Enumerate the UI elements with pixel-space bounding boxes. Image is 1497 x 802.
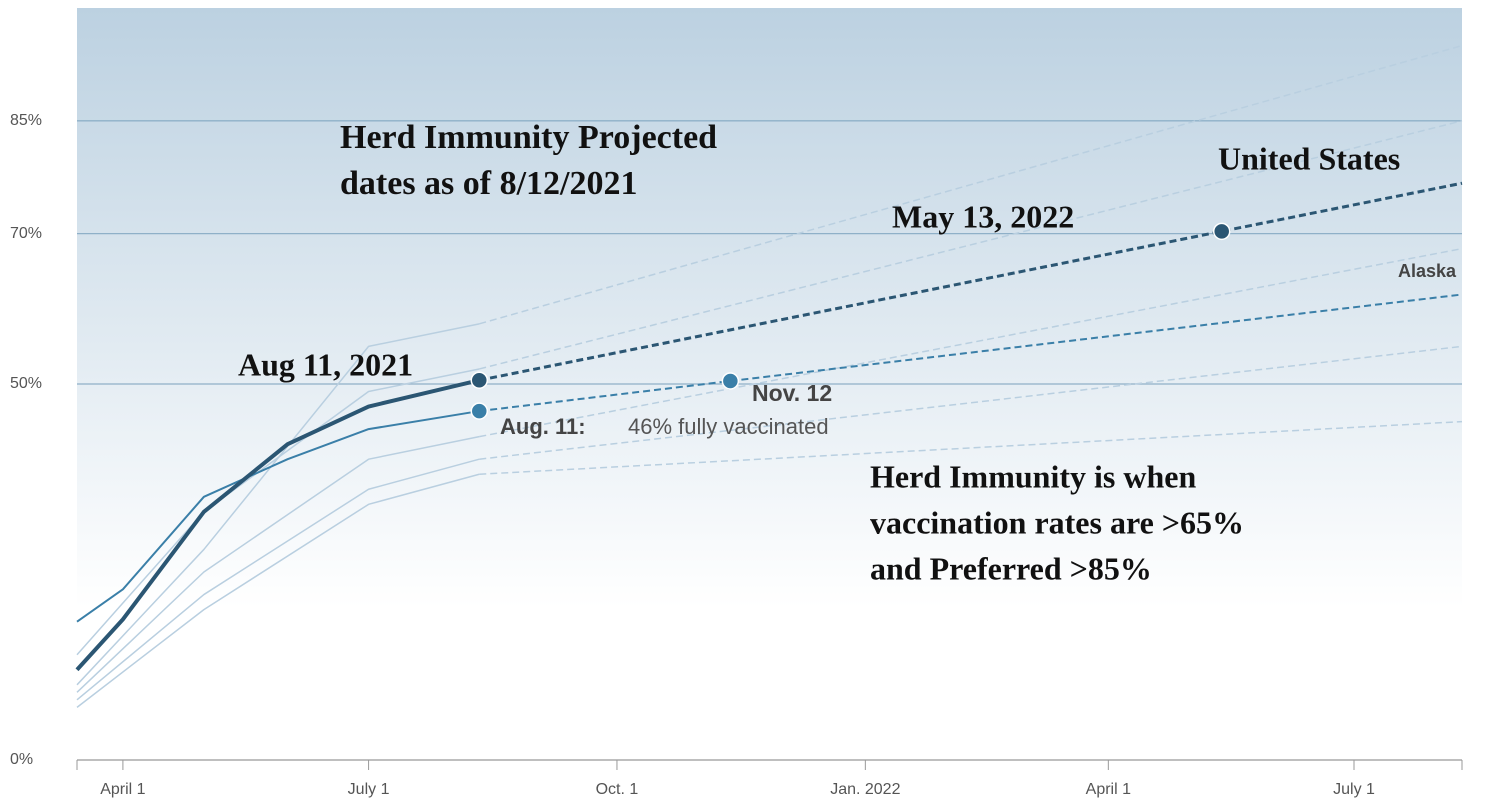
x-tick-label: July 1	[348, 781, 390, 798]
x-tick-label: July 1	[1333, 781, 1375, 798]
series-line	[76, 458, 480, 701]
annotation: Herd Immunity Projected	[340, 119, 717, 156]
series-line	[76, 323, 480, 686]
y-tick-label: 0%	[10, 751, 33, 768]
y-tick-label: 50%	[10, 375, 42, 392]
point-marker	[1212, 222, 1231, 241]
x-tick-label: April 1	[100, 781, 145, 798]
series-line	[479, 247, 1463, 438]
annotation: dates as of 8/12/2021	[340, 165, 638, 202]
annotation: vaccination rates are >65%	[870, 504, 1244, 540]
point-marker	[721, 372, 740, 390]
background	[77, 8, 1462, 608]
series-line	[479, 44, 1463, 325]
series-line	[75, 378, 480, 672]
annotation: Aug 11, 2021	[238, 346, 413, 382]
series-label: United States	[1218, 140, 1400, 176]
annotation: Nov. 12	[752, 380, 832, 406]
x-tick-label: Jan. 2022	[830, 781, 900, 798]
annotation: Aug. 11:	[500, 414, 586, 439]
x-tick-label: Oct. 1	[596, 781, 639, 798]
y-tick-label: 85%	[10, 112, 42, 129]
series-line	[76, 473, 480, 708]
series-line	[76, 435, 480, 693]
annotation: and Preferred >85%	[870, 550, 1152, 586]
annotation: May 13, 2022	[892, 198, 1074, 234]
annotation: Herd Immunity is when	[870, 458, 1196, 494]
series-label: Alaska	[1398, 261, 1457, 281]
series-line	[76, 368, 480, 656]
series-line	[479, 120, 1463, 370]
y-tick-label: 70%	[10, 225, 42, 242]
annotation: 46% fully vaccinated	[628, 414, 829, 439]
series-line	[479, 420, 1463, 475]
x-tick-label: April 1	[1086, 781, 1131, 798]
